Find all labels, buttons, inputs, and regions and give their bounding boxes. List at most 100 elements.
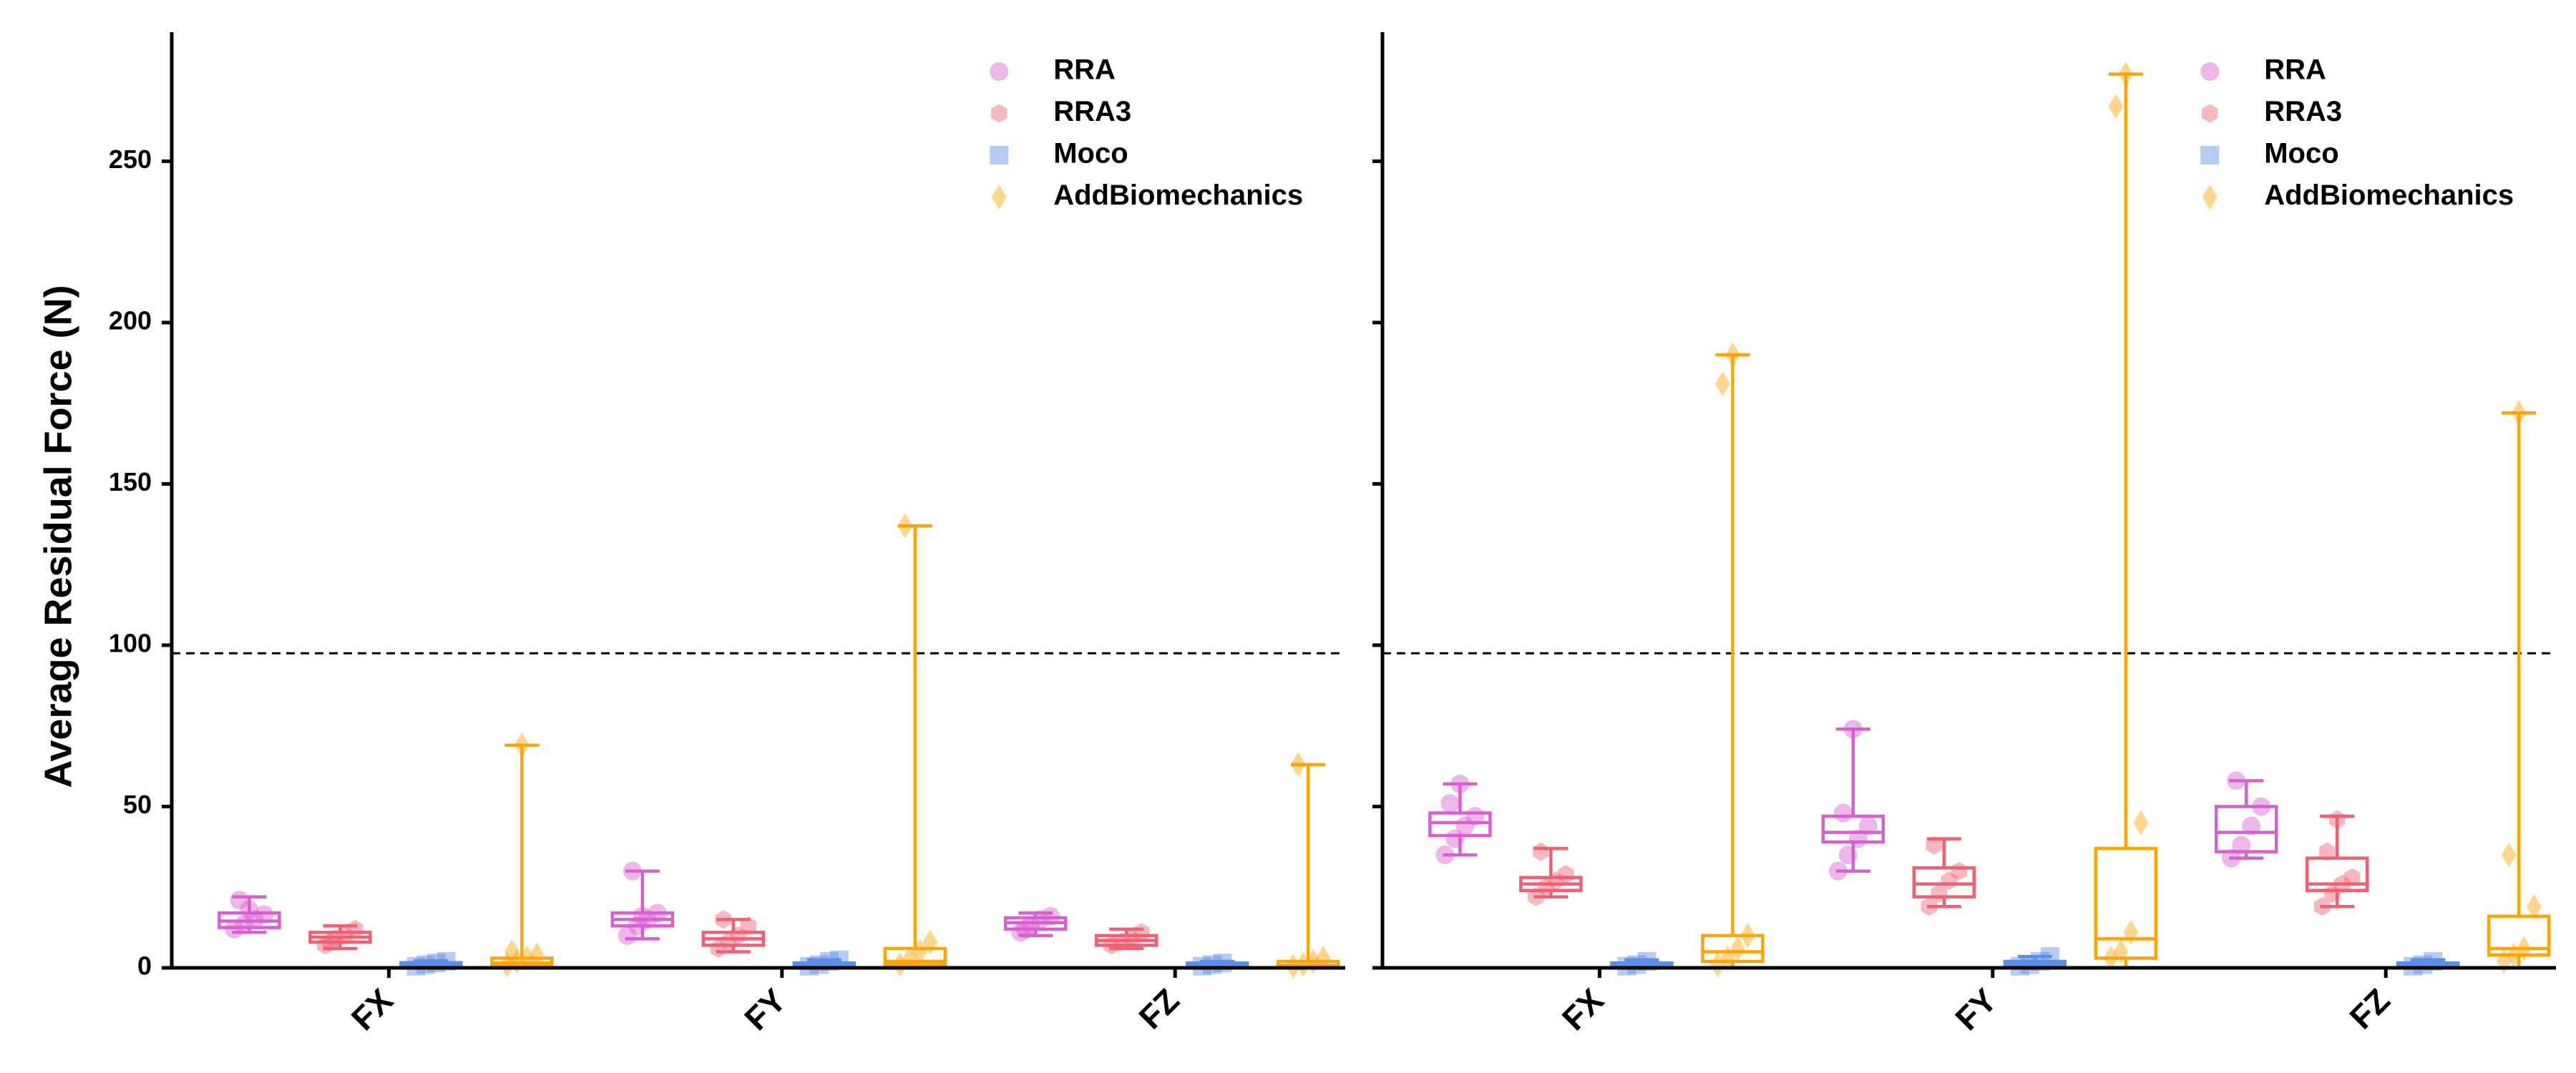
data-point: [623, 861, 642, 881]
legend-label: AddBiomechanics: [2264, 180, 2514, 211]
data-point: [897, 513, 913, 539]
data-point: [2222, 848, 2241, 868]
data-point: [2313, 897, 2331, 916]
box-rra3-fz: [2305, 810, 2369, 916]
data-point: [240, 900, 259, 919]
legend-label: RRA3: [1053, 96, 1131, 127]
y-tick-label: 50: [123, 790, 152, 819]
data-point: [2040, 947, 2059, 966]
data-point: [1848, 829, 1868, 848]
data-point: [2113, 939, 2129, 964]
legend-marker-addbiomechanics: [2202, 184, 2218, 210]
box-iqr: [1428, 811, 1492, 838]
data-point: [2526, 893, 2542, 919]
data-point: [2343, 868, 2361, 887]
data-point: [2252, 797, 2271, 816]
data-point: [230, 891, 249, 910]
legend-marker-rra3: [2201, 104, 2218, 123]
legend-marker-rra3: [990, 104, 1008, 123]
box-moco-fx: [1610, 951, 1674, 976]
panel-2: FX FY FZ RRA RRA3 Moco AddBiomechanics: [1372, 32, 2556, 1037]
data-point: [2414, 955, 2433, 974]
box-rra3-fy: [701, 910, 766, 958]
data-point: [1931, 884, 1948, 903]
data-point: [1455, 816, 1475, 836]
data-point: [2133, 810, 2149, 836]
data-point: [1558, 865, 1574, 884]
data-point: [1315, 945, 1331, 971]
data-point: [2501, 842, 2517, 868]
data-point: [1450, 774, 1470, 793]
data-point: [1041, 906, 1060, 926]
data-point: [829, 950, 849, 969]
x-tick-label: FX: [1555, 981, 1611, 1038]
data-point: [618, 926, 637, 945]
data-point: [2506, 942, 2522, 968]
box-iqr: [883, 946, 947, 966]
box-rra3-fy: [1912, 836, 1976, 916]
data-point: [519, 945, 535, 971]
data-point: [1011, 923, 1030, 942]
data-point: [2242, 816, 2261, 836]
data-point: [1548, 871, 1564, 891]
data-point: [1926, 836, 1943, 855]
data-point: [2323, 884, 2341, 903]
legend-label: RRA: [1053, 54, 1116, 86]
legend-marker-moco: [2200, 146, 2220, 165]
box-moco-fy: [792, 950, 857, 976]
data-point: [1951, 861, 1968, 881]
data-point: [1103, 936, 1120, 955]
y-tick-label: 250: [109, 144, 152, 174]
data-point: [1715, 371, 1730, 397]
data-point: [1113, 932, 1130, 951]
data-point: [1465, 807, 1485, 826]
legend-label: RRA3: [2264, 96, 2342, 127]
box-rra3-fx: [1519, 842, 1583, 906]
data-point: [1838, 846, 1858, 865]
box-addbiomechanics-fz: [2487, 400, 2551, 974]
data-point: [1538, 878, 1554, 897]
data-point: [922, 929, 938, 955]
data-point: [2123, 919, 2139, 945]
data-point: [1533, 842, 1549, 861]
data-point: [1295, 951, 1311, 978]
legend: RRA RRA3 Moco AddBiomechanics: [990, 54, 1303, 211]
data-point: [1710, 951, 1725, 978]
x-tick-label: FX: [344, 981, 401, 1038]
data-point: [1833, 803, 1853, 823]
data-point: [1921, 897, 1938, 916]
data-point: [2118, 62, 2134, 87]
legend-marker-moco: [990, 146, 1009, 165]
y-tick-label: 100: [109, 628, 152, 657]
box-iqr: [2305, 856, 2369, 893]
data-point: [1730, 936, 1745, 961]
data-point: [1941, 871, 1958, 891]
data-point: [1123, 929, 1140, 949]
data-point: [2318, 842, 2336, 861]
data-point: [1290, 752, 1306, 778]
data-point: [740, 916, 757, 936]
data-point: [730, 926, 747, 945]
data-point: [2227, 771, 2246, 790]
data-point: [2516, 936, 2532, 961]
y-tick-label: 0: [137, 951, 152, 981]
legend-marker-rra: [2200, 62, 2220, 81]
legend: RRA RRA3 Moco AddBiomechanics: [2200, 54, 2514, 211]
data-point: [902, 945, 918, 971]
data-point: [225, 919, 244, 939]
box-iqr: [1821, 814, 1885, 844]
box-rra-fy: [610, 861, 675, 945]
data-point: [2333, 874, 2351, 893]
legend-label: Moco: [2264, 138, 2338, 170]
box-addbiomechanics-fx: [1701, 342, 1765, 978]
data-point: [1725, 342, 1740, 368]
data-point: [1627, 955, 1646, 974]
y-tick-label: 150: [109, 467, 152, 496]
x-tick-label: FZ: [1131, 981, 1186, 1037]
legend-marker-addbiomechanics: [991, 184, 1007, 210]
data-point: [912, 939, 928, 964]
data-point: [1016, 919, 1035, 939]
data-point: [1740, 923, 1755, 949]
data-point: [347, 919, 364, 939]
